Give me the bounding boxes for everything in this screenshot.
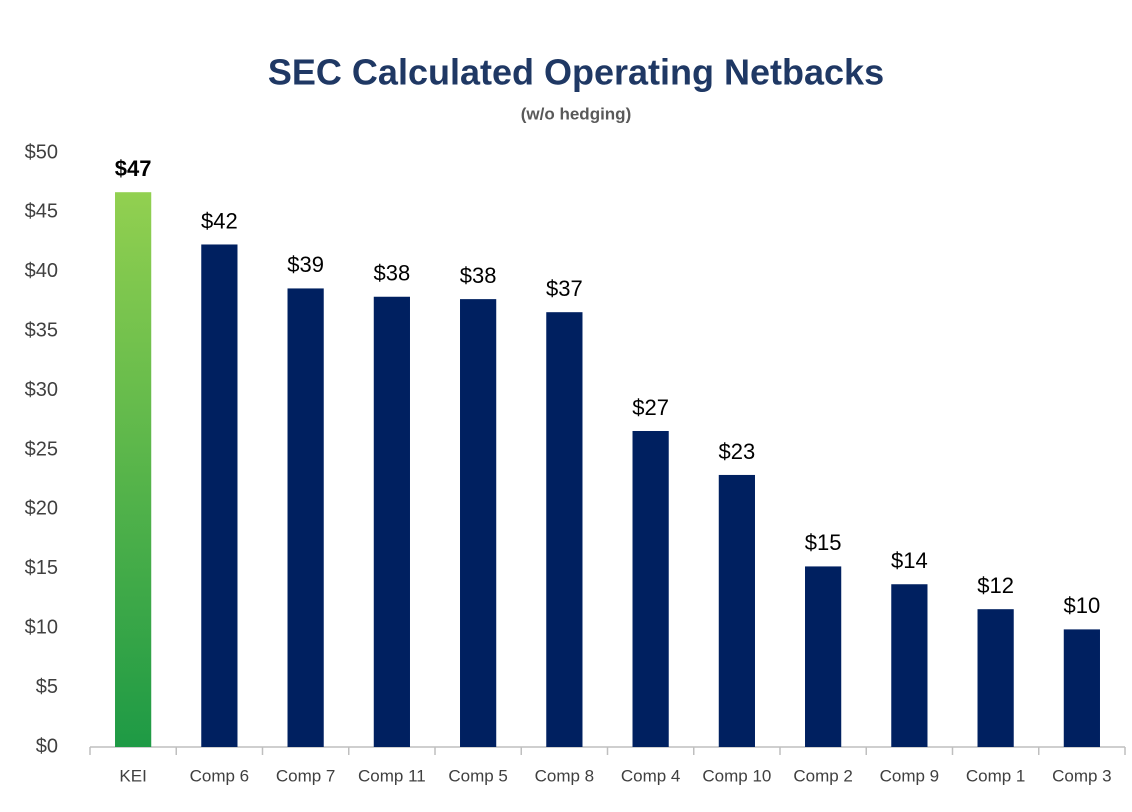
y-tick-label: $30	[25, 379, 58, 401]
x-tick-label: Comp 10	[702, 766, 771, 785]
chart-title: SEC Calculated Operating Netbacks	[268, 52, 884, 93]
x-tick-label: Comp 11	[358, 766, 426, 785]
data-label: $38	[460, 263, 497, 288]
y-tick-label: $50	[25, 141, 58, 163]
data-label: $27	[632, 395, 669, 420]
bar	[977, 609, 1014, 747]
y-tick-label: $0	[36, 735, 58, 757]
x-tick-label: Comp 4	[621, 766, 681, 785]
bar	[805, 566, 842, 747]
data-label: $15	[805, 530, 842, 555]
data-label: $38	[374, 261, 411, 286]
data-label: $39	[287, 252, 324, 277]
x-tick-label: Comp 5	[448, 766, 508, 785]
y-tick-label: $5	[36, 676, 58, 698]
y-tick-label: $20	[25, 498, 58, 520]
bar	[460, 299, 497, 747]
bar	[201, 244, 238, 747]
data-label: $14	[891, 548, 928, 573]
x-tick-label: Comp 2	[793, 766, 853, 785]
x-tick-label: Comp 8	[535, 766, 595, 785]
y-tick-label: $15	[25, 557, 58, 579]
x-tick-label: KEI	[119, 766, 146, 785]
bar	[891, 584, 928, 747]
x-tick-label: Comp 1	[966, 766, 1026, 785]
y-tick-label: $10	[25, 616, 58, 638]
bar	[1063, 629, 1100, 747]
x-tick-label: Comp 3	[1052, 766, 1112, 785]
x-tick-label: Comp 6	[190, 766, 250, 785]
data-label: $37	[546, 276, 583, 301]
y-tick-label: $40	[25, 260, 58, 282]
data-label: $47	[115, 156, 152, 181]
y-tick-label: $25	[25, 438, 58, 460]
data-label: $10	[1064, 593, 1101, 618]
x-tick-label: Comp 7	[276, 766, 336, 785]
chart-subtitle: (w/o hedging)	[521, 104, 631, 123]
bar	[718, 474, 755, 747]
data-label: $42	[201, 208, 238, 233]
data-label: $23	[719, 439, 756, 464]
bar	[632, 430, 669, 747]
x-tick-label: Comp 9	[880, 766, 940, 785]
data-label: $12	[977, 573, 1014, 598]
y-tick-label: $45	[25, 201, 58, 223]
bar	[115, 192, 152, 748]
bar	[546, 312, 583, 747]
y-tick-label: $35	[25, 319, 58, 341]
bar	[287, 288, 324, 747]
bar	[373, 296, 410, 747]
